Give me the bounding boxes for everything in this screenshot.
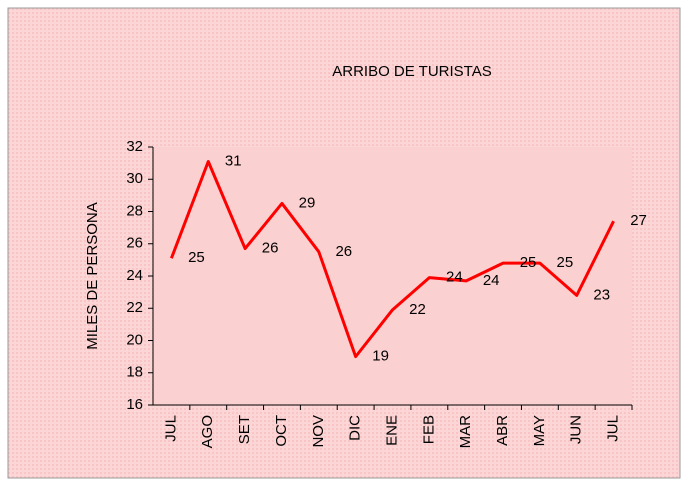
x-tick-label: DIC <box>347 415 364 441</box>
x-tick-label: ENE <box>383 415 400 446</box>
y-tick-label: 16 <box>126 396 143 413</box>
y-tick-label: 18 <box>126 364 143 381</box>
x-tick-label: AGO <box>199 415 216 448</box>
plot-area <box>153 147 632 405</box>
data-label: 26 <box>262 240 279 257</box>
x-tick-label: JUL <box>162 415 179 442</box>
y-tick-label: 24 <box>126 267 143 284</box>
data-label: 25 <box>188 249 205 266</box>
data-label: 26 <box>335 243 352 260</box>
y-tick-label: 30 <box>126 170 143 187</box>
data-label: 25 <box>557 254 574 271</box>
data-label: 22 <box>409 301 426 318</box>
data-label: 29 <box>299 194 316 211</box>
y-tick-label: 26 <box>126 235 143 252</box>
y-tick-label: 22 <box>126 299 143 316</box>
y-axis-label: MILES DE PERSONA <box>84 202 101 350</box>
x-tick-label: ABR <box>494 415 511 446</box>
chart-title: ARRIBO DE TURISTAS <box>332 63 491 80</box>
y-tick-label: 28 <box>126 202 143 219</box>
y-tick-label: 20 <box>126 331 143 348</box>
x-tick-label: MAY <box>531 415 548 446</box>
data-label: 25 <box>520 254 537 271</box>
y-tick-label: 32 <box>126 138 143 155</box>
data-label: 27 <box>630 212 647 229</box>
x-tick-label: SET <box>236 415 253 444</box>
data-label: 24 <box>483 272 500 289</box>
x-tick-label: JUL <box>605 415 622 442</box>
x-tick-label: NOV <box>310 415 327 448</box>
x-tick-label: OCT <box>273 415 290 447</box>
x-tick-label: FEB <box>420 415 437 444</box>
data-label: 19 <box>372 348 389 365</box>
line-series <box>170 160 615 359</box>
data-label: 23 <box>593 286 610 303</box>
x-tick-label: JUN <box>568 415 585 444</box>
x-tick-label: MAR <box>457 415 474 449</box>
data-label: 31 <box>225 152 242 169</box>
data-label: 24 <box>446 269 463 286</box>
